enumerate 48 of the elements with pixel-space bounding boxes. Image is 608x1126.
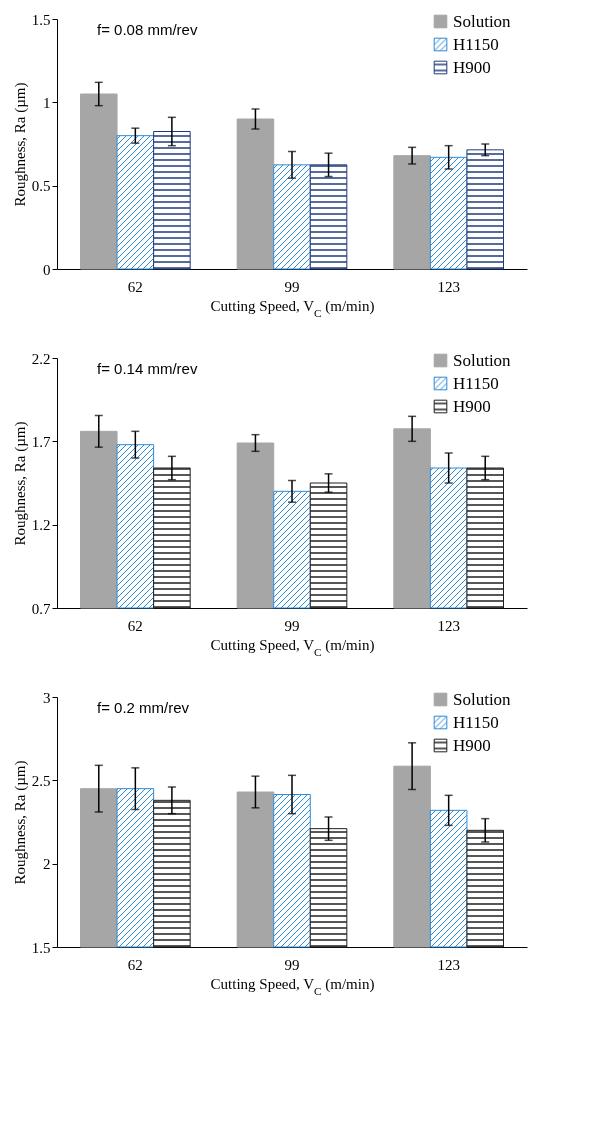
bar <box>80 93 118 270</box>
y-axis-title: Roughness, Ra (µm) <box>11 421 29 546</box>
y-tick-label: 0.5 <box>31 178 51 195</box>
bar <box>393 155 431 270</box>
bar <box>236 118 275 270</box>
x-tick-label: 62 <box>127 617 143 634</box>
annotation: f= 0.14 mm/rev <box>97 360 198 377</box>
legend-label: H1150 <box>453 34 499 54</box>
x-tick-label: 123 <box>437 956 460 973</box>
annotation: f= 0.2 mm/rev <box>97 699 190 716</box>
y-tick-label: 1 <box>43 94 51 111</box>
legend-label: H900 <box>453 735 491 755</box>
annotation: f= 0.08 mm/rev <box>97 21 198 38</box>
legend-label: H900 <box>453 396 491 416</box>
x-axis-title: Cutting Speed, V$_{C}$ (m/min) <box>210 636 375 658</box>
y-tick-label: 0 <box>43 261 51 278</box>
y-tick-label: 2.2 <box>31 350 51 367</box>
y-tick-label: 1.5 <box>31 11 51 28</box>
x-tick-label: 62 <box>127 278 143 295</box>
y-tick-label: 3 <box>43 689 51 706</box>
bar <box>309 164 348 270</box>
x-tick-label: 62 <box>127 956 143 973</box>
legend-label: H1150 <box>453 712 499 732</box>
bar <box>273 164 311 270</box>
y-tick-label: 1.7 <box>31 433 51 450</box>
legend-label: Solution <box>453 350 512 370</box>
bar <box>116 135 155 270</box>
y-tick-label: 2 <box>43 856 51 873</box>
y-tick-label: 0.7 <box>31 600 51 617</box>
bar <box>153 131 191 270</box>
bar <box>429 156 468 270</box>
x-tick-label: 99 <box>284 617 300 634</box>
legend-label: Solution <box>453 689 512 709</box>
x-axis-title: Cutting Speed, V$_{C}$ (m/min) <box>210 297 375 319</box>
legend-label: H900 <box>453 57 491 77</box>
y-axis-title: Roughness, Ra (µm) <box>11 82 29 207</box>
x-tick-label: 99 <box>284 278 300 295</box>
y-tick-label: 2.5 <box>31 772 51 789</box>
y-axis-title: Roughness, Ra (µm) <box>11 760 29 885</box>
x-tick-label: 123 <box>437 278 460 295</box>
y-tick-label: 1.5 <box>31 939 51 956</box>
x-axis-title: Cutting Speed, V$_{C}$ (m/min) <box>210 975 375 997</box>
legend-label: H1150 <box>453 373 499 393</box>
legend-label: Solution <box>453 11 512 31</box>
bar <box>466 149 504 270</box>
x-tick-label: 99 <box>284 956 300 973</box>
x-tick-label: 123 <box>437 617 460 634</box>
y-tick-label: 1.2 <box>31 517 51 534</box>
